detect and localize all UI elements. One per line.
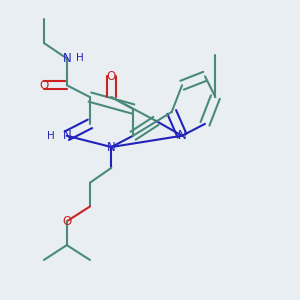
Text: O: O [107,70,116,83]
Text: N: N [62,52,71,65]
Text: H: H [76,53,84,64]
Text: N: N [107,140,116,154]
Text: O: O [62,215,71,228]
Text: O: O [39,79,49,92]
Text: N: N [62,129,71,142]
Text: H: H [46,131,54,141]
Text: N: N [178,129,187,142]
